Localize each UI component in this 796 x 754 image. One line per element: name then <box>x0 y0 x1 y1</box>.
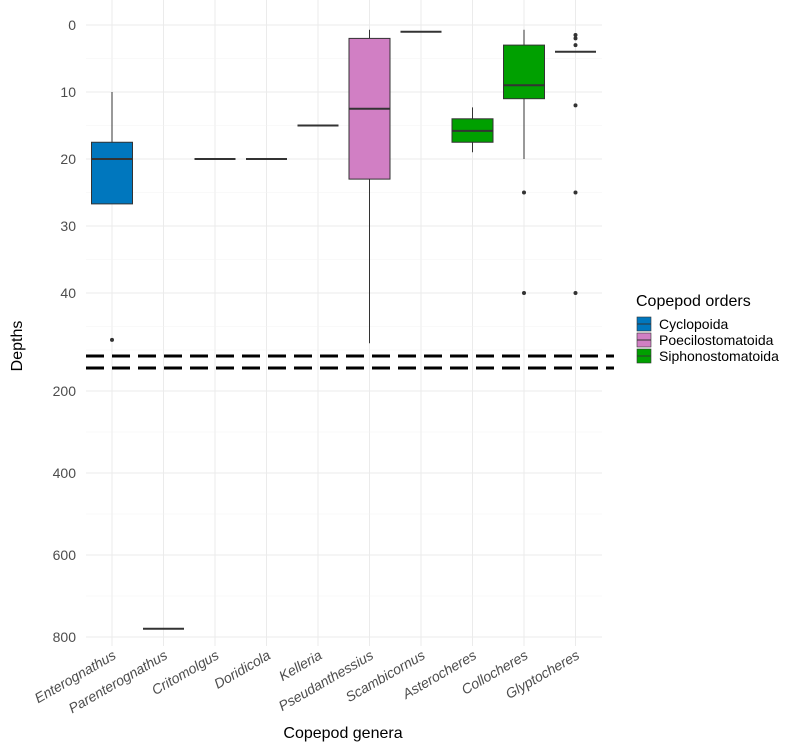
y-tick-label: 800 <box>53 629 77 645</box>
legend-label: Cyclopoida <box>659 316 728 332</box>
x-tick-labels: EnterognathusParenterognathusCritomolgus… <box>32 647 582 717</box>
box-asterocheres <box>451 107 494 153</box>
y-tick-label: 30 <box>60 218 76 234</box>
box-enterognathus <box>91 92 133 342</box>
outlier-point <box>110 337 114 342</box>
outlier-point <box>573 103 578 108</box>
y-axis-title: Depths <box>9 321 26 372</box>
box-collocheres <box>503 29 545 295</box>
outlier-point <box>573 36 578 41</box>
legend-title: Copepod orders <box>636 293 751 310</box>
outlier-point <box>573 291 578 295</box>
x-axis-title: Copepod genera <box>283 725 402 742</box>
y-tick-label: 40 <box>60 285 76 301</box>
box-pseudanthessius <box>348 29 391 344</box>
y-tick-label: 600 <box>53 547 77 563</box>
y-tick-label: 20 <box>60 151 76 167</box>
legend: Copepod orders CyclopoidaPoecilostomatoi… <box>636 293 779 364</box>
box-glyptocheres <box>555 33 596 295</box>
box-body <box>503 44 545 100</box>
y-tick-label: 400 <box>53 465 77 481</box>
box-body <box>91 141 133 205</box>
boxes <box>91 29 596 630</box>
outlier-point <box>573 43 578 48</box>
y-tick-label: 10 <box>60 84 76 100</box>
y-tick-labels: 0 10 20 30 40 200 400 600 800 <box>53 17 77 645</box>
y-tick-label: 200 <box>53 383 77 399</box>
outlier-point <box>522 291 526 295</box>
outlier-point <box>573 33 578 38</box>
axis-break <box>86 354 614 370</box>
legend-label: Siphonostomatoida <box>659 348 779 364</box>
legend-label: Poecilostomatoida <box>659 332 774 348</box>
x-tick-label: Doridicola <box>211 647 273 692</box>
outlier-point <box>573 190 578 195</box>
outlier-point <box>522 190 526 195</box>
y-tick-label: 0 <box>68 17 76 33</box>
